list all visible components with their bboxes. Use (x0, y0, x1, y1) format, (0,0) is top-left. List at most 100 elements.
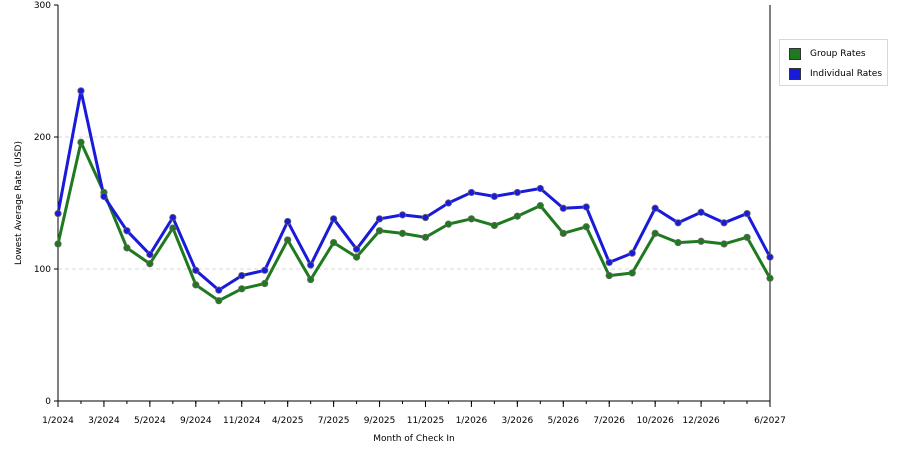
legend-swatch-group-rates (789, 48, 801, 60)
point-individual-rates (77, 87, 85, 95)
point-group-rates (192, 281, 200, 289)
point-group-rates (651, 229, 659, 237)
point-group-rates (398, 229, 407, 237)
x-tick-label: 7/2025 (318, 416, 350, 426)
point-individual-rates (697, 208, 705, 216)
y-axis-title: Lowest Average Rate (USD) (14, 141, 24, 265)
x-tick-label: 6/2027 (754, 416, 786, 426)
x-tick-label: 5/2026 (547, 416, 579, 426)
point-individual-rates (444, 199, 453, 207)
point-individual-rates (238, 271, 246, 280)
point-individual-rates (352, 245, 361, 253)
point-individual-rates (490, 192, 498, 200)
point-individual-rates (513, 188, 521, 197)
legend-item-group-rates: Group Rates (789, 47, 866, 61)
gridlines (58, 136, 770, 270)
point-individual-rates (536, 184, 544, 193)
x-tick-label: 3/2026 (502, 416, 534, 426)
point-individual-rates (605, 258, 613, 266)
point-group-rates (674, 239, 682, 247)
point-group-rates (421, 233, 430, 241)
point-group-rates (720, 240, 728, 248)
point-group-rates (513, 212, 521, 220)
point-group-rates (146, 260, 154, 268)
point-group-rates (559, 229, 567, 237)
point-group-rates (77, 138, 85, 146)
point-group-rates (169, 224, 177, 232)
x-tick-label: 11/2025 (407, 416, 444, 426)
legend-label-group-rates: Group Rates (810, 49, 866, 59)
y-tick-label: 300 (34, 1, 51, 11)
point-individual-rates (398, 211, 407, 219)
series-line-group-rates (56, 140, 772, 303)
point-individual-rates (743, 209, 751, 218)
point-group-rates (54, 240, 62, 248)
y-tick-label: 200 (34, 133, 51, 143)
point-individual-rates (54, 209, 62, 218)
point-individual-rates (559, 204, 567, 212)
x-axis-title: Month of Check In (373, 434, 455, 444)
point-individual-rates (284, 217, 292, 226)
x-tick-label: 11/2024 (223, 416, 261, 426)
point-group-rates (628, 269, 636, 277)
point-group-rates (261, 279, 269, 288)
x-tick-label: 9/2024 (180, 416, 212, 426)
x-tick-label: 1/2024 (42, 416, 74, 426)
series-lines (56, 89, 772, 303)
y-tick-label: 0 (45, 397, 51, 407)
point-individual-rates (192, 266, 200, 274)
legend-item-individual-rates: Individual Rates (789, 67, 882, 81)
point-group-rates (215, 297, 223, 305)
point-individual-rates (146, 250, 154, 259)
point-group-rates (490, 221, 498, 230)
point-individual-rates (674, 219, 682, 227)
legend-swatch-individual-rates (789, 68, 801, 80)
point-individual-rates (123, 227, 131, 235)
point-group-rates (352, 253, 361, 261)
point-group-rates (605, 271, 613, 280)
tick-labels: 0 100 200 300 1/2024 3/2024 5/2024 9/2024 11/202… (34, 1, 786, 426)
point-group-rates (582, 223, 590, 231)
point-individual-rates (169, 213, 177, 222)
point-group-rates (330, 239, 338, 247)
x-tick-label: 4/2025 (272, 416, 304, 426)
x-tick-label: 10/2026 (636, 416, 674, 426)
point-individual-rates (720, 219, 728, 227)
point-group-rates (766, 274, 774, 282)
legend-label-individual-rates: Individual Rates (810, 69, 883, 79)
point-individual-rates (261, 266, 269, 274)
point-group-rates (307, 275, 315, 284)
point-individual-rates (100, 192, 108, 200)
point-individual-rates (375, 215, 384, 223)
point-group-rates (536, 202, 544, 210)
point-individual-rates (330, 215, 338, 223)
series-line-individual-rates (56, 89, 772, 292)
point-individual-rates (467, 188, 476, 197)
point-group-rates (743, 233, 751, 241)
point-group-rates (284, 236, 292, 244)
x-tick-label: 5/2024 (134, 416, 166, 426)
data-points (54, 87, 774, 305)
x-tick-label: 7/2026 (593, 416, 625, 426)
x-tick-label: 3/2024 (88, 416, 120, 426)
point-individual-rates (766, 253, 774, 261)
point-individual-rates (215, 286, 223, 294)
point-individual-rates (421, 213, 430, 222)
point-individual-rates (651, 204, 659, 212)
point-group-rates (123, 244, 131, 252)
point-group-rates (375, 227, 384, 235)
point-individual-rates (582, 203, 590, 211)
point-group-rates (697, 237, 705, 245)
point-individual-rates (307, 261, 315, 269)
legend: Group Rates Individual Rates (779, 39, 888, 86)
x-tick-label: 1/2026 (456, 416, 488, 426)
point-group-rates (444, 220, 453, 228)
y-tick-label: 100 (34, 265, 51, 275)
point-individual-rates (628, 249, 636, 257)
point-group-rates (238, 285, 246, 293)
x-tick-label: 12/2026 (682, 416, 720, 426)
axes (54, 4, 771, 407)
x-tick-label: 9/2025 (364, 416, 396, 426)
